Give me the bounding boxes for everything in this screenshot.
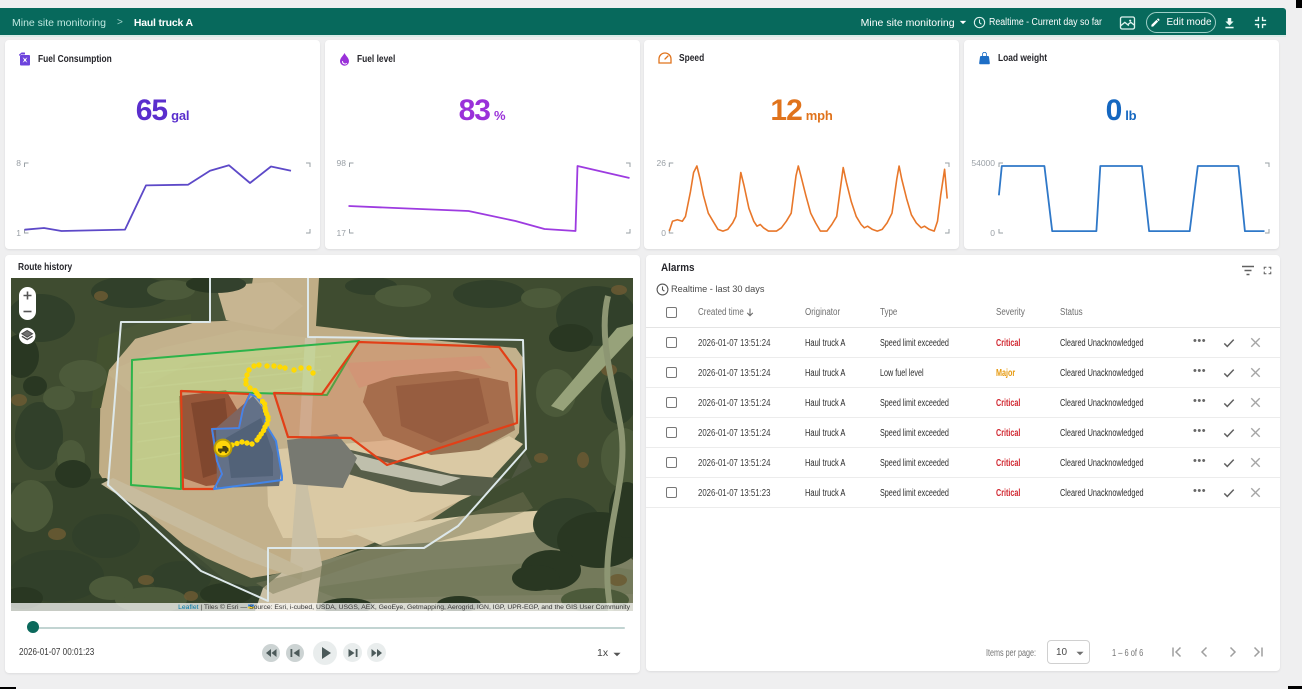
svg-text:54000: 54000 — [971, 158, 995, 168]
svg-text:0: 0 — [661, 228, 666, 238]
svg-text:0: 0 — [990, 228, 995, 238]
svg-text:Leaflet | Tiles © Esri — Sourc: Leaflet | Tiles © Esri — Source: Esri, i… — [178, 603, 631, 611]
svg-text:26: 26 — [657, 158, 667, 168]
svg-text:1: 1 — [16, 228, 21, 238]
svg-text:17: 17 — [336, 228, 346, 238]
svg-text:98: 98 — [336, 158, 346, 168]
svg-text:8: 8 — [16, 158, 21, 168]
